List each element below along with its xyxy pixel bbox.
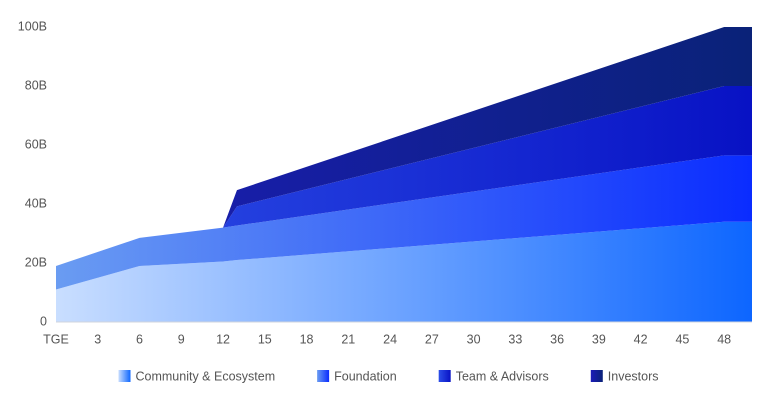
legend-label: Team & Advisors <box>456 369 549 383</box>
x-tick-label: 24 <box>383 332 397 346</box>
y-tick-label: 100B <box>18 19 47 33</box>
x-tick-label: 6 <box>136 332 143 346</box>
area <box>56 27 752 266</box>
legend-item: Investors <box>590 369 659 383</box>
x-tick-label: 9 <box>178 332 185 346</box>
legend-item: Team & Advisors <box>438 369 549 383</box>
x-tick-label: 15 <box>258 332 272 346</box>
x-tick-label: 30 <box>467 332 481 346</box>
y-tick-label: 40B <box>25 196 47 210</box>
legend-label: Community & Ecosystem <box>136 369 276 383</box>
area <box>56 86 752 266</box>
legend-swatch <box>317 370 330 382</box>
x-tick-label: 3 <box>94 332 101 346</box>
x-tick-label: TGE <box>43 332 69 346</box>
x-tick-label: 21 <box>341 332 355 346</box>
area <box>56 155 752 290</box>
x-tick-label: 45 <box>675 332 689 346</box>
legend-label: Foundation <box>334 369 397 383</box>
legend-swatch <box>118 370 131 382</box>
legend-item: Foundation <box>317 369 397 383</box>
x-tick-label: 36 <box>550 332 564 346</box>
x-tick-label: 27 <box>425 332 439 346</box>
x-tick-label: 12 <box>216 332 230 346</box>
legend-item: Community & Ecosystem <box>118 369 276 383</box>
legend-swatch <box>590 370 603 382</box>
area <box>56 221 752 322</box>
x-tick-label: 18 <box>300 332 314 346</box>
legend: Community & Ecosystem Foundation Team & Ad… <box>118 369 659 383</box>
y-tick-label: 20B <box>25 255 47 269</box>
y-tick-label: 60B <box>25 137 47 151</box>
x-tick-label: 48 <box>717 332 731 346</box>
x-tick-label: 42 <box>634 332 648 346</box>
y-tick-label: 0 <box>40 314 47 328</box>
y-tick-label: 80B <box>25 78 47 92</box>
x-tick-label: 39 <box>592 332 606 346</box>
legend-label: Investors <box>608 369 659 383</box>
legend-swatch <box>438 370 451 382</box>
x-tick-label: 33 <box>508 332 522 346</box>
